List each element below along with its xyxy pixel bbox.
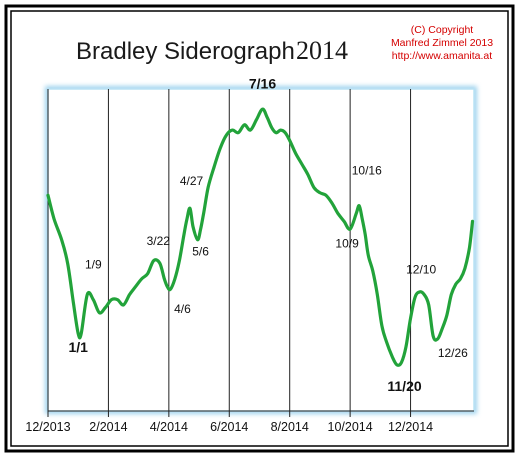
x-tick-label: 2/2014 — [89, 420, 127, 434]
copyright-notice: (C) Copyright Manfred Zimmel 2013 http:/… — [382, 24, 502, 63]
turning-point-label: 3/22 — [147, 234, 171, 248]
turning-point-label: 10/16 — [352, 163, 382, 177]
turning-point-label: 1/1 — [68, 339, 88, 355]
turning-point-label: 1/9 — [85, 257, 102, 271]
copyright-line: (C) Copyright — [410, 24, 474, 36]
x-tick-label: 8/2014 — [271, 420, 309, 434]
copyright-url: http://www.amanita.at — [391, 50, 493, 62]
x-tick-label: 12/2013 — [25, 420, 70, 434]
turning-point-label: 4/27 — [180, 174, 204, 188]
x-tick-label: 6/2014 — [210, 420, 248, 434]
turning-point-label: 5/6 — [192, 244, 209, 258]
turning-point-label: 12/10 — [406, 263, 436, 277]
x-tick-label: 12/2014 — [388, 420, 433, 434]
turning-point-label: 7/16 — [249, 75, 276, 91]
inner-border — [10, 10, 509, 447]
turning-point-label: 4/6 — [174, 302, 191, 316]
turning-point-label: 11/20 — [387, 378, 421, 394]
chart-title: Bradley Siderograph — [76, 38, 295, 65]
outer-border — [4, 4, 515, 453]
x-tick-label: 10/2014 — [328, 420, 373, 434]
turning-point-label: 10/9 — [335, 237, 359, 251]
series-line — [46, 107, 475, 367]
turning-point-label: 12/26 — [438, 346, 468, 360]
copyright-author: Manfred Zimmel 2013 — [390, 37, 494, 49]
chart-title-year: 2014 — [296, 36, 348, 65]
x-tick-label: 4/2014 — [150, 420, 188, 434]
